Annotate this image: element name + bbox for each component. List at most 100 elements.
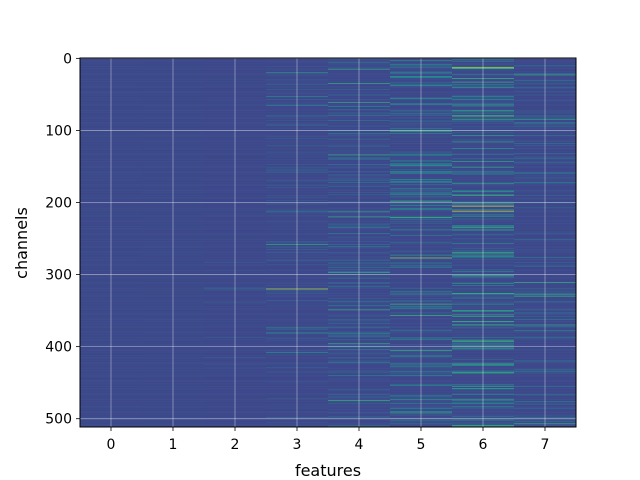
heatmap-cell [204,157,267,159]
heatmap-cell [266,369,329,371]
heatmap-cell [390,147,453,149]
heatmap-cell [452,96,515,98]
heatmap-cell [390,336,453,338]
heatmap-cell [328,66,391,68]
heatmap-cell [204,181,267,183]
heatmap-cell [142,314,205,316]
heatmap-cell [328,243,391,245]
heatmap-cell [452,161,515,163]
heatmap-cell [266,399,329,401]
heatmap-cell [514,179,576,181]
heatmap-cell [452,102,515,104]
heatmap-cell [452,398,515,400]
heatmap-cell [142,369,205,371]
heatmap-cell [204,411,267,413]
heatmap-cell [390,410,453,412]
heatmap-cell [328,424,391,426]
heatmap-cell [142,341,205,343]
heatmap-cell [390,169,453,171]
heatmap-cell [266,86,329,88]
heatmap-cell [80,254,143,256]
heatmap-cell [80,158,143,160]
heatmap-cell [328,242,391,244]
heatmap-cell [514,312,576,314]
heatmap-cell [514,375,576,377]
heatmap-cell [142,213,205,215]
heatmap-cell [266,179,329,181]
heatmap-cell [266,212,329,214]
heatmap-cell [328,171,391,173]
heatmap-cell [328,127,391,129]
heatmap-cell [204,248,267,251]
heatmap-cell [266,101,329,103]
heatmap-cell [514,275,576,277]
heatmap-cell [328,214,391,216]
heatmap-cell [204,424,267,426]
heatmap-cell [266,230,329,232]
heatmap-cell [266,425,329,427]
heatmap-cell [142,229,205,231]
heatmap-cell [328,275,391,277]
heatmap-cell [452,135,515,137]
heatmap-cell [452,300,515,302]
heatmap-cell [390,323,453,325]
heatmap-cell [452,374,515,376]
heatmap-cell [452,175,515,177]
heatmap-cell [142,390,205,392]
heatmap-cell [80,417,143,419]
x-axis-label: features [295,461,361,480]
heatmap-cell [328,113,391,115]
heatmap-cell [266,400,329,402]
heatmap-cell [142,380,205,382]
heatmap-cell [80,286,143,288]
heatmap-cell [452,318,515,320]
heatmap-cell [142,273,205,275]
heatmap-cell [204,310,267,312]
heatmap-cell [328,218,391,220]
heatmap-cell [452,187,515,189]
heatmap-cell [514,164,576,166]
heatmap-cell [328,110,391,112]
heatmap-cell [266,103,329,105]
heatmap-cell [390,165,453,167]
heatmap-cell [452,377,515,380]
heatmap-cell [80,310,143,312]
heatmap-cell [452,354,515,356]
heatmap-cell [142,112,205,114]
heatmap-cell [80,311,143,313]
heatmap-cell [142,129,205,131]
heatmap-cell [390,249,453,251]
heatmap-cell [390,296,453,298]
heatmap-cell [266,385,329,387]
heatmap-cell [204,404,267,406]
heatmap-cell [514,128,576,130]
heatmap-cell [266,412,329,414]
heatmap-cell [142,394,205,396]
heatmap-cell [514,334,576,336]
heatmap-cell [266,254,329,256]
heatmap-cell [142,271,205,273]
heatmap-cell [266,282,329,284]
heatmap-cell [204,85,267,87]
heatmap-cell [80,321,143,323]
heatmap-cell [266,105,329,107]
heatmap-cell [514,344,576,346]
heatmap-cell [452,114,515,116]
heatmap-cell [204,76,267,78]
heatmap-cell [452,282,515,284]
heatmap-cell [514,188,576,190]
heatmap-cell [328,222,391,224]
heatmap-cell [452,263,515,265]
heatmap-cell [390,223,453,225]
heatmap-cell [80,127,143,129]
heatmap-cell [204,104,267,106]
heatmap-cell [266,141,329,143]
heatmap-cell [514,212,576,214]
heatmap-cell [328,84,391,86]
heatmap-cell [80,305,143,307]
heatmap-cell [266,74,329,76]
heatmap-cell [328,213,391,215]
heatmap-cell [452,74,515,76]
heatmap-cell [266,406,329,408]
heatmap-cell [204,115,267,117]
